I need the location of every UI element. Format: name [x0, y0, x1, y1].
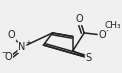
Text: CH₃: CH₃: [104, 21, 121, 30]
Text: O: O: [5, 52, 12, 62]
Text: S: S: [86, 53, 92, 63]
Text: −: −: [1, 50, 7, 56]
Text: O: O: [76, 14, 83, 24]
Text: N: N: [18, 42, 26, 52]
Text: O: O: [8, 30, 15, 40]
Text: O: O: [98, 30, 106, 40]
Text: +: +: [26, 40, 32, 46]
